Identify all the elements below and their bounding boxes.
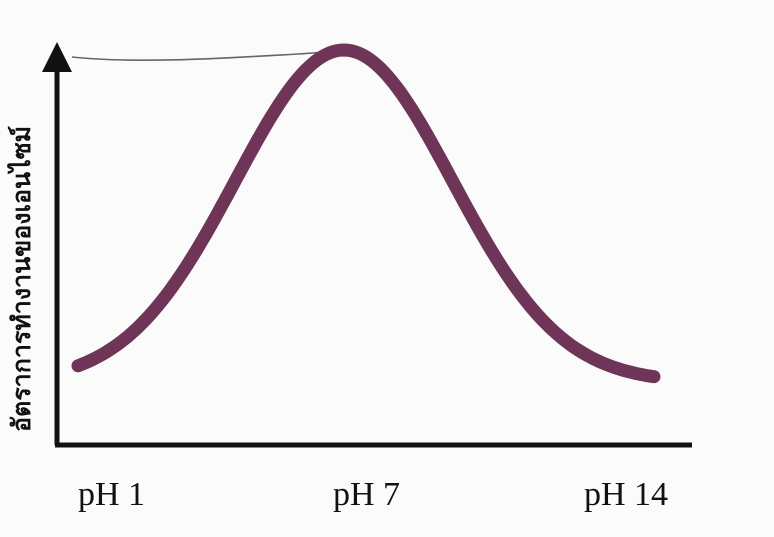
y-axis-arrowhead	[42, 42, 72, 72]
x-tick-label-ph1: pH 1	[78, 476, 145, 513]
x-tick-label-ph14: pH 14	[584, 476, 668, 513]
reference-line	[71, 47, 345, 62]
y-axis-title: อัตราการทำงานของเอนไซม์	[6, 126, 36, 432]
x-tick-label-ph7: pH 7	[333, 476, 400, 513]
activity-curve	[71, 43, 661, 384]
